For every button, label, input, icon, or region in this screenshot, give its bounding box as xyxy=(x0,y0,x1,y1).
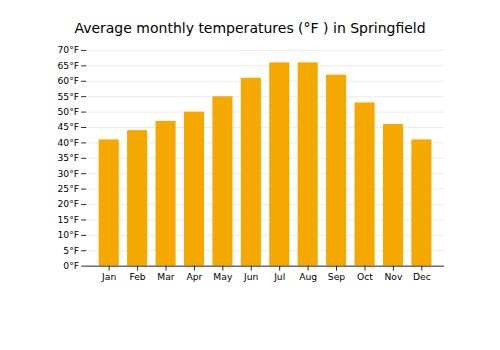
svg-text:55°F: 55°F xyxy=(57,91,79,102)
svg-text:Apr: Apr xyxy=(186,271,202,282)
svg-text:25°F: 25°F xyxy=(57,183,79,194)
svg-text:Jun: Jun xyxy=(243,271,259,282)
svg-text:Jan: Jan xyxy=(101,271,116,282)
svg-text:45°F: 45°F xyxy=(57,121,79,132)
svg-text:5°F: 5°F xyxy=(63,245,79,256)
svg-text:15°F: 15°F xyxy=(57,214,79,225)
svg-text:0°F: 0°F xyxy=(63,260,79,271)
svg-text:Jul: Jul xyxy=(273,271,285,282)
svg-text:35°F: 35°F xyxy=(57,152,79,163)
svg-text:65°F: 65°F xyxy=(57,60,79,71)
svg-text:50°F: 50°F xyxy=(57,106,79,117)
svg-text:Nov: Nov xyxy=(384,271,402,282)
svg-text:Dec: Dec xyxy=(413,271,431,282)
svg-text:Sep: Sep xyxy=(328,271,345,282)
svg-text:60°F: 60°F xyxy=(57,75,79,86)
svg-text:May: May xyxy=(213,271,233,282)
svg-text:70°F: 70°F xyxy=(57,44,79,55)
html-text:Average monthly temperatures (: Average monthly temperatures (°F ) in Sp… xyxy=(74,20,426,36)
svg-text:30°F: 30°F xyxy=(57,168,79,179)
svg-text:20°F: 20°F xyxy=(57,198,79,209)
svg-text:Feb: Feb xyxy=(129,271,145,282)
svg-text:Aug: Aug xyxy=(299,271,317,282)
svg-text:Mar: Mar xyxy=(157,271,175,282)
svg-text:Oct: Oct xyxy=(357,271,373,282)
svg-text:10°F: 10°F xyxy=(57,229,79,240)
svg-text:40°F: 40°F xyxy=(57,137,79,148)
